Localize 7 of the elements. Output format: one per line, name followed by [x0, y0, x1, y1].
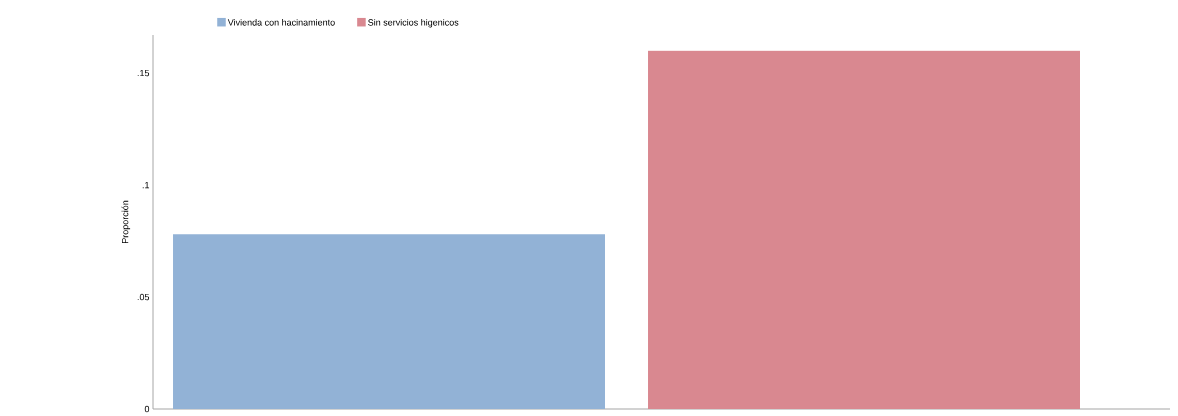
y-tick-label: .15 [137, 69, 150, 77]
legend-label: Sin servicios higenicos [368, 19, 459, 28]
y-axis-title: Proporción [121, 200, 131, 244]
y-tick-label: .1 [142, 181, 150, 189]
legend-label: Vivienda con hacinamiento [227, 19, 335, 26]
y-tick-label: 0 [144, 405, 150, 413]
y-tick-label: .05 [137, 293, 150, 301]
